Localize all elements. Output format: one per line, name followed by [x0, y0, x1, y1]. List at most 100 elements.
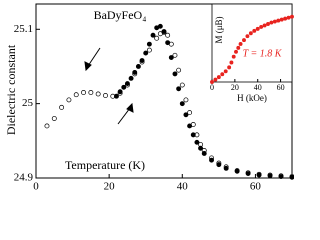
x-tick-label: 40 [254, 83, 262, 92]
x-axis-label: Temperature (K) [65, 158, 145, 172]
data-point [179, 101, 185, 107]
x-tick-label: 0 [33, 181, 39, 193]
arrow-head [84, 61, 92, 72]
arrow-cooling [87, 47, 101, 67]
data-point [187, 123, 193, 129]
data-point [161, 29, 167, 34]
data-point [234, 49, 238, 54]
data-point [157, 23, 163, 29]
data-point [187, 110, 193, 116]
chart-title: BaDyFeO₄ [94, 8, 147, 22]
data-point [44, 123, 50, 129]
data-point [216, 75, 221, 80]
data-point [179, 82, 185, 88]
data-point [121, 84, 127, 90]
data-point [272, 19, 277, 24]
y-tick-label: 25.1 [14, 23, 33, 35]
inset-y-label: M (μB) [214, 16, 224, 43]
data-point [168, 55, 174, 60]
data-point [81, 90, 86, 95]
x-tick-label: 40 [177, 181, 189, 193]
data-point [165, 40, 171, 46]
data-point [103, 93, 108, 98]
x-tick-label: 20 [104, 181, 116, 193]
data-point [117, 89, 123, 95]
data-point [176, 67, 182, 73]
inset-frame [211, 3, 293, 83]
data-point [183, 112, 189, 118]
arrows [84, 47, 134, 125]
data-point [146, 47, 152, 53]
data-point [190, 132, 196, 138]
data-point [259, 24, 264, 29]
data-point [172, 71, 178, 77]
data-point [266, 22, 270, 26]
data-point [165, 32, 171, 38]
data-point [124, 81, 130, 87]
y-tick-label: 24.9 [14, 172, 34, 184]
arrow-head [126, 102, 134, 113]
data-point [238, 42, 243, 46]
data-point [59, 104, 65, 110]
data-point [135, 64, 141, 69]
data-point [267, 173, 273, 179]
data-point [154, 35, 160, 41]
data-point [252, 28, 257, 33]
data-point [236, 45, 241, 50]
arrow-warming [117, 107, 131, 125]
data-point [227, 65, 232, 70]
y-tick-label: 25 [22, 97, 34, 109]
data-point [132, 69, 138, 75]
data-point [51, 116, 57, 121]
data-point [88, 90, 94, 95]
x-tick-label: 60 [250, 181, 262, 193]
data-point [66, 97, 72, 103]
data-point [234, 168, 240, 174]
data-point [283, 16, 288, 21]
data-point [216, 162, 222, 168]
annotation: T = 1.8 K [243, 48, 283, 59]
data-point [139, 58, 145, 63]
data-point [146, 41, 152, 47]
data-point [269, 20, 274, 25]
data-point [73, 92, 79, 98]
data-point [245, 34, 250, 39]
data-point [194, 139, 200, 145]
data-point [143, 50, 149, 56]
data-point [242, 38, 246, 43]
data-point [276, 18, 281, 23]
data-point [183, 97, 189, 103]
data-point [255, 26, 260, 31]
data-point [248, 31, 253, 36]
data-point [128, 75, 134, 81]
data-point [278, 174, 284, 179]
data-point [220, 72, 225, 77]
chart: Dielectric constant Temperature (K) BaDy… [4, 3, 295, 193]
x-tick-label: 60 [277, 83, 285, 92]
data-point [290, 14, 294, 19]
data-point [231, 54, 236, 59]
data-point [256, 172, 262, 178]
x-tick-label: 0 [210, 83, 214, 92]
data-point [172, 52, 178, 58]
data-point [210, 80, 214, 84]
data-point [279, 17, 284, 22]
data-point [176, 86, 182, 92]
data-point [213, 77, 218, 82]
data-point [198, 145, 204, 151]
data-point [289, 174, 295, 180]
data-point [245, 171, 251, 176]
main-frame [35, 3, 293, 179]
data-point [223, 165, 229, 171]
x-tick-label: 20 [231, 83, 239, 92]
y-axis-label: Dielectric constant [4, 44, 18, 135]
data-point [150, 32, 156, 38]
data-point [223, 69, 228, 74]
data-point [201, 151, 207, 156]
data-point [114, 93, 119, 99]
data-point [262, 23, 267, 28]
data-point [286, 15, 291, 20]
data-point [229, 60, 234, 65]
data-point [95, 91, 101, 97]
data-point [209, 157, 214, 163]
